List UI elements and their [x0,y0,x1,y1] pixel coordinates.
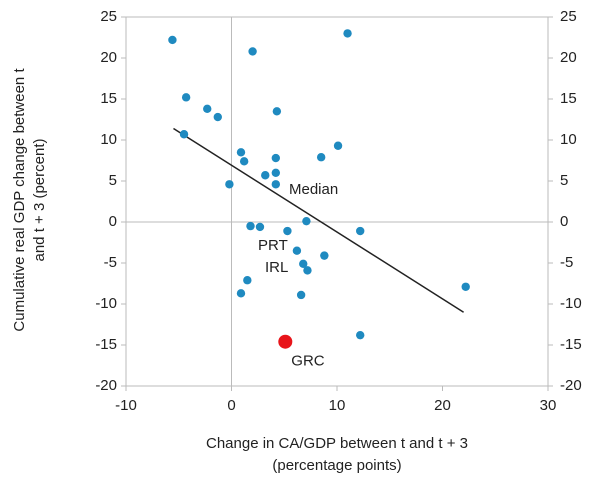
point [213,112,222,122]
y2-tick-label: 10 [560,131,577,148]
point [292,246,302,255]
point [320,251,329,260]
y-tick-label: 25 [100,8,117,25]
y2-tick-label: -10 [560,295,582,312]
point [271,168,281,177]
trend-line [173,127,465,313]
point [271,153,281,163]
point [271,180,281,189]
point [356,226,365,236]
annotation: IRL [265,259,288,276]
y-tick-label: 0 [109,213,117,230]
y-tick-label: 10 [100,131,117,148]
point [236,289,246,298]
point [461,282,470,291]
y2-tick-label: 20 [560,49,577,66]
y2-tick-label: 25 [560,8,577,25]
x-tick-label: 10 [329,397,346,414]
highlight-label: GRC [291,353,325,370]
point [299,259,308,269]
y-tick-label: 20 [100,49,117,66]
point [333,141,343,150]
point [296,290,306,300]
point [236,148,246,157]
y2-tick-label: 5 [560,172,568,189]
point [302,216,311,226]
y-axis-label: Cumulative real GDP change between t [11,68,28,332]
x-tick-label: -10 [115,397,137,414]
y-tick-label: -20 [95,377,117,394]
point [246,221,255,231]
point [168,35,177,45]
point [316,153,326,162]
point [272,107,282,116]
y2-tick-label: 15 [560,90,577,107]
y2-tick-label: -20 [560,377,582,394]
y-tick-label: -10 [95,295,117,312]
point [239,157,249,166]
x-tick-label: 20 [434,397,451,414]
y-axis-label: and t + 3 (percent) [31,139,48,262]
y-tick-label: 15 [100,90,117,107]
point [179,130,189,139]
y2-tick-label: -5 [560,254,573,271]
plot-frame [125,16,549,387]
highlight-point [278,334,293,349]
point [243,276,252,285]
point [225,180,234,189]
point [343,29,352,38]
y2-tick-label: 0 [560,213,568,230]
annotation: Median [289,181,338,198]
annotation: PRT [258,237,288,254]
x-tick-label: 0 [227,397,235,414]
y2-tick-label: -15 [560,336,582,353]
x-tick-label: 30 [540,397,557,414]
point [248,47,257,56]
point [261,171,270,180]
y-tick-label: -15 [95,336,117,353]
point [356,330,365,340]
point [303,266,312,275]
point [283,226,292,236]
point [181,93,191,102]
y-tick-label: 5 [109,172,117,189]
x-axis-label: (percentage points) [272,457,401,474]
x-axis-label: Change in CA/GDP between t and t + 3 [206,435,468,452]
point [203,104,212,114]
y-tick-label: -5 [104,254,117,271]
point [255,222,265,232]
